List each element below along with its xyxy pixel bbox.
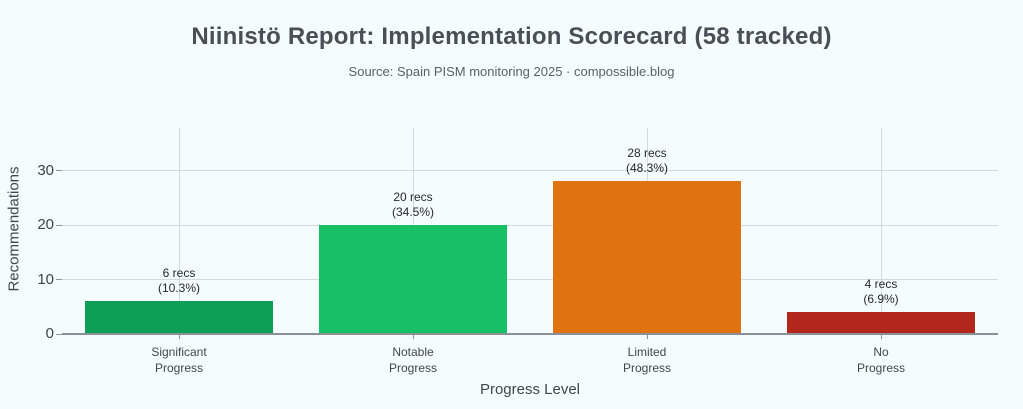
horizontal-gridline — [62, 224, 998, 226]
horizontal-gridline — [62, 170, 998, 171]
bar — [553, 181, 741, 334]
y-tick-label: 0 — [45, 325, 54, 342]
x-category-label: No Progress — [856, 345, 906, 375]
bar — [787, 312, 975, 334]
x-axis-title: Progress Level — [479, 381, 581, 398]
y-tick-mark — [56, 279, 62, 280]
y-tick-label: 20 — [37, 216, 54, 233]
chart-subtitle: Source: Spain PISM monitoring 2025 · com… — [348, 64, 675, 79]
bar-value-label: 4 recs (6.9%) — [863, 277, 899, 307]
x-category-label: Limited Progress — [622, 345, 672, 375]
bar-value-label: 6 recs (10.3%) — [157, 266, 201, 296]
x-tick-mark — [646, 335, 648, 339]
x-tick-mark — [178, 335, 180, 339]
chart-title: Niinistö Report: Implementation Scorecar… — [191, 23, 832, 50]
bar — [85, 301, 273, 334]
x-axis-line — [62, 333, 998, 335]
horizontal-gridline — [62, 279, 998, 280]
vertical-gridline — [178, 128, 180, 334]
y-tick-label: 10 — [37, 270, 54, 288]
x-tick-mark — [412, 335, 414, 339]
y-tick-label: 30 — [37, 161, 54, 179]
y-tick-mark — [56, 170, 62, 171]
bar-value-label: 28 recs (48.3%) — [625, 146, 669, 176]
x-category-label: Notable Progress — [388, 345, 438, 375]
x-tick-mark — [880, 335, 882, 339]
bar — [319, 225, 507, 334]
y-tick-mark — [56, 333, 62, 335]
vertical-gridline — [880, 128, 882, 334]
plot-area: 6 recs (10.3%) 20 recs (34.5%) 28 recs (48… — [62, 128, 998, 334]
bar-value-label: 20 recs (34.5%) — [391, 190, 435, 220]
y-tick-mark — [56, 224, 62, 226]
x-category-label: Significant Progress — [151, 345, 207, 375]
